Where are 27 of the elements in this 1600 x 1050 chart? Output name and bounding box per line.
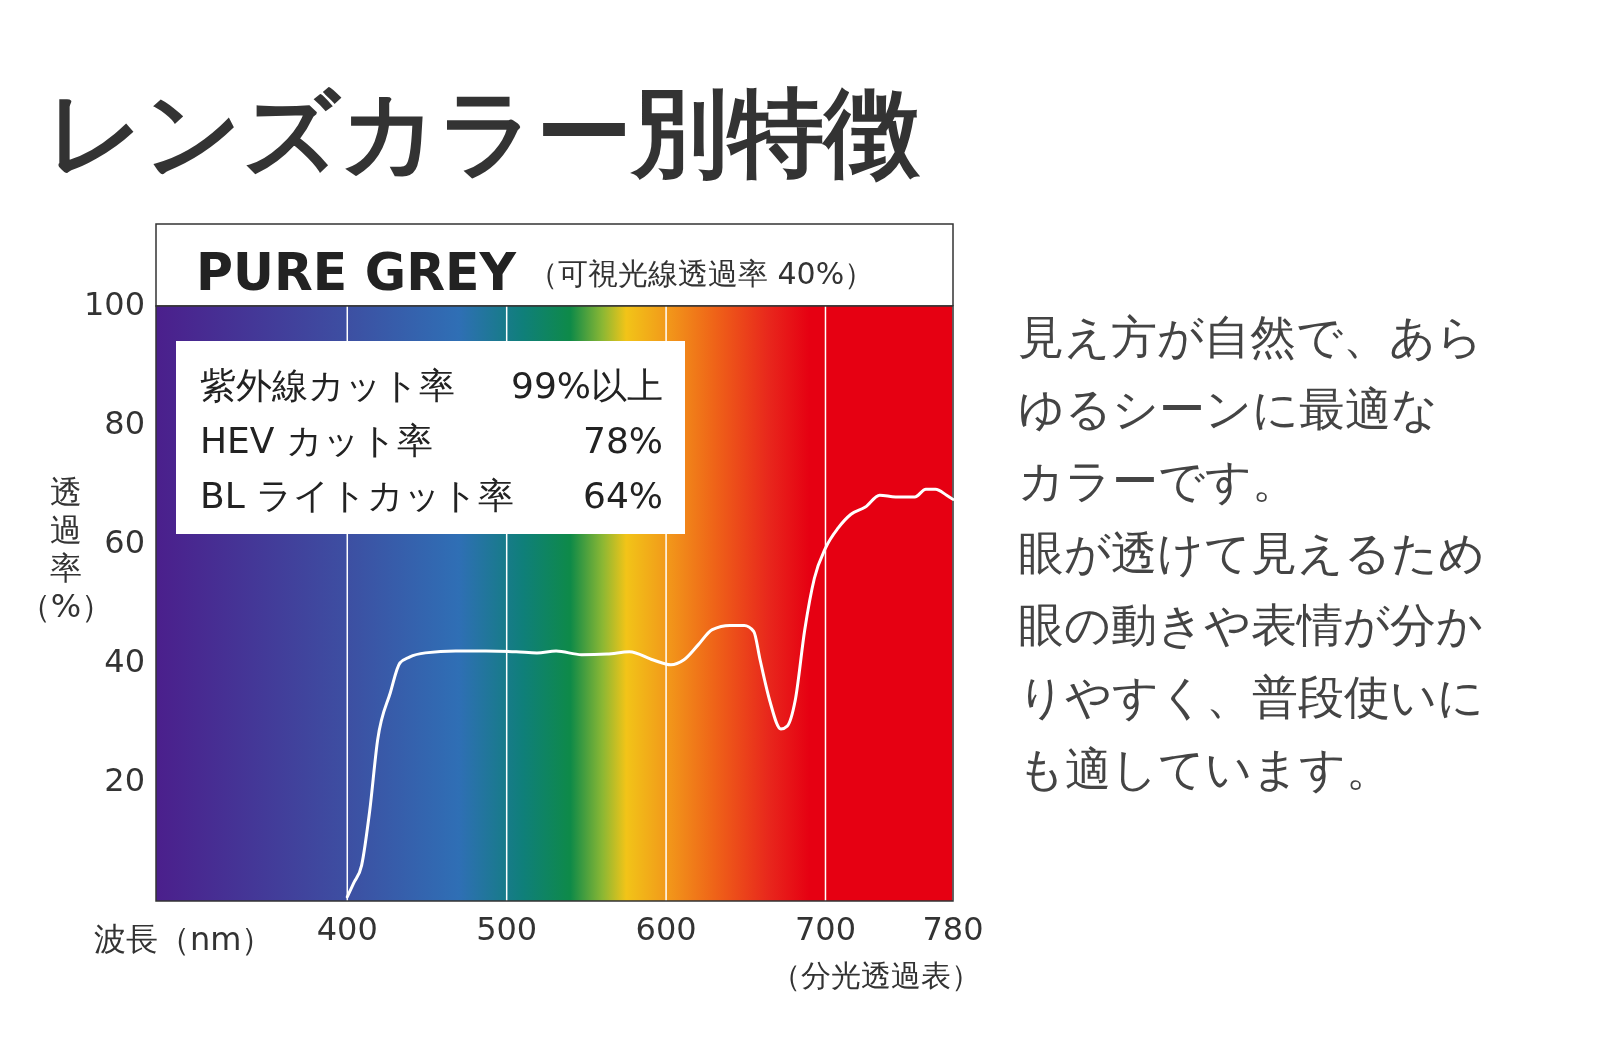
annotation: 78% (582, 420, 663, 461)
y-tick-label: 80 (104, 404, 145, 442)
x-axis-title: 波長（nm） (94, 920, 274, 958)
x-tick-label: 700 (794, 910, 857, 948)
text: 眼の動きや表情が分か (1018, 598, 1483, 652)
y-tick-label: 20 (104, 761, 145, 799)
y-tick-label: 100 (83, 285, 145, 323)
x-tick-label: 400 (316, 910, 378, 948)
annotation: 紫外線カット率 (200, 365, 455, 406)
text: ゆるシーンに最適な (1018, 382, 1438, 436)
text: カラーです。 (1018, 454, 1298, 508)
annotation: HEV カット率 (200, 420, 433, 461)
text: （可視光線透過率 40%） (528, 256, 875, 291)
text: 眼が透けて見えるため (1018, 526, 1485, 580)
text: （分光透過表） (771, 958, 981, 993)
text: りやすく、普段使いに (1018, 670, 1484, 724)
text: も適しています。 (1018, 742, 1392, 796)
annotation: 64% (582, 475, 663, 516)
chart-subtitle: PURE GREY (196, 242, 526, 302)
x-tick-label: 600 (635, 910, 697, 948)
text: 見え方が自然で、あら (1018, 310, 1483, 364)
x-tick-label: 500 (476, 910, 538, 948)
annotation: 99%以上 (510, 365, 663, 406)
annotation: BL ライトカット率 (200, 475, 515, 516)
chart-title: レンズカラー別特徴 (46, 77, 921, 189)
x-tick-label: 780 (922, 910, 984, 948)
y-tick-label: 40 (104, 642, 145, 680)
